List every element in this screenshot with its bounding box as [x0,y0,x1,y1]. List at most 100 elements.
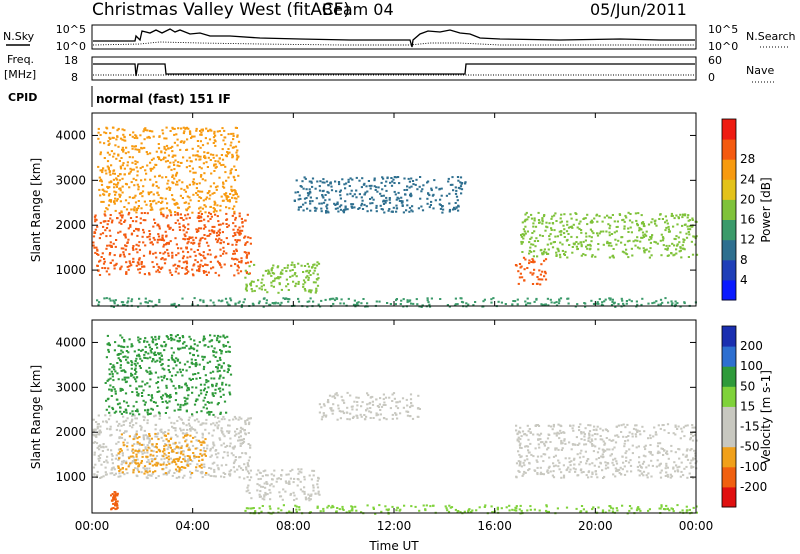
power-cell [430,200,433,203]
power-cell [529,246,532,249]
velocity-cell [136,437,139,440]
velocity-cell [225,383,228,386]
velocity-cell [361,401,364,404]
velocity-cell [149,349,152,352]
power-cell [330,189,334,192]
power-colorbar-tick-label: 8 [740,253,748,267]
velocity-cell [357,396,360,399]
velocity-cell [574,470,577,473]
velocity-cell [163,434,166,437]
velocity-cell [641,462,645,465]
velocity-cell [571,427,574,430]
velocity-cell [138,436,141,438]
power-cell [628,298,631,301]
power-cell [135,207,138,210]
velocity-cell [109,377,112,380]
power-cell [142,185,145,188]
power-cell [120,157,123,159]
power-cell [108,193,111,195]
velocity-cell [127,465,130,468]
power-cell [245,284,248,287]
velocity-cell [543,442,546,445]
power-cell [426,297,429,300]
power-cell [403,177,406,180]
power-cell [227,148,230,150]
power-cell [191,236,194,239]
velocity-cell [134,364,137,367]
velocity-cell [316,505,319,508]
power-colorbar-swatch [722,159,736,180]
velocity-cell [216,334,220,337]
power-cell [159,238,162,241]
power-cell [640,228,643,231]
velocity-cell [250,497,253,500]
power-cell [182,141,185,144]
velocity-cell [222,471,225,474]
power-cell [366,302,369,305]
power-cell [184,127,187,130]
velocity-cell [188,347,191,350]
velocity-cell [156,359,159,362]
power-cell [640,303,643,306]
velocity-cell [178,441,181,444]
velocity-cell [110,388,113,391]
power-cell [235,248,238,251]
date-label: 05/Jun/2011 [590,0,687,19]
velocity-cell [594,445,597,448]
power-cell [584,217,587,220]
velocity-cell [638,474,641,477]
velocity-cell [111,458,114,461]
velocity-cell [144,337,147,340]
power-cell [153,238,156,241]
velocity-cell [208,360,212,363]
power-cell [560,213,563,216]
velocity-cell [647,464,650,467]
velocity-cell [105,356,108,359]
velocity-cell [182,450,185,453]
velocity-cell [648,450,651,453]
power-cell [110,164,113,167]
power-cell [185,272,188,275]
velocity-cell [523,433,526,436]
power-cell [108,199,111,202]
power-cell [315,278,318,281]
velocity-cell [178,470,181,473]
power-cell [688,225,691,228]
power-cell [337,181,341,183]
power-cell [165,126,168,129]
velocity-cell [99,425,102,428]
velocity-cell [212,350,215,353]
velocity-cell [125,350,128,352]
power-cell [674,300,677,303]
velocity-cell [649,437,652,440]
power-cell [530,236,533,239]
power-cell [580,231,583,234]
velocity-cell [205,391,208,394]
velocity-cell [104,466,107,469]
freq-tick-top: 18 [64,54,78,67]
power-cell [134,145,137,148]
velocity-cell [171,354,174,357]
velocity-cell [187,394,190,397]
power-cell [570,225,573,228]
power-cell [105,227,109,229]
velocity-cell [219,438,222,441]
velocity-cell [135,370,138,373]
velocity-cell [235,433,238,436]
power-cell [196,150,199,153]
velocity-cell [551,428,554,431]
power-cell [135,243,138,246]
power-cell [156,241,159,244]
velocity-cell [560,442,563,445]
power-cell [373,179,376,182]
power-cell [132,257,135,260]
velocity-cell [528,468,531,470]
power-cell [420,306,423,308]
power-cell [214,271,217,274]
velocity-cell [371,395,374,398]
power-cell [168,165,171,168]
velocity-cell [658,463,661,466]
power-band [514,256,548,286]
power-cell [230,264,233,267]
velocity-cell [131,426,134,429]
